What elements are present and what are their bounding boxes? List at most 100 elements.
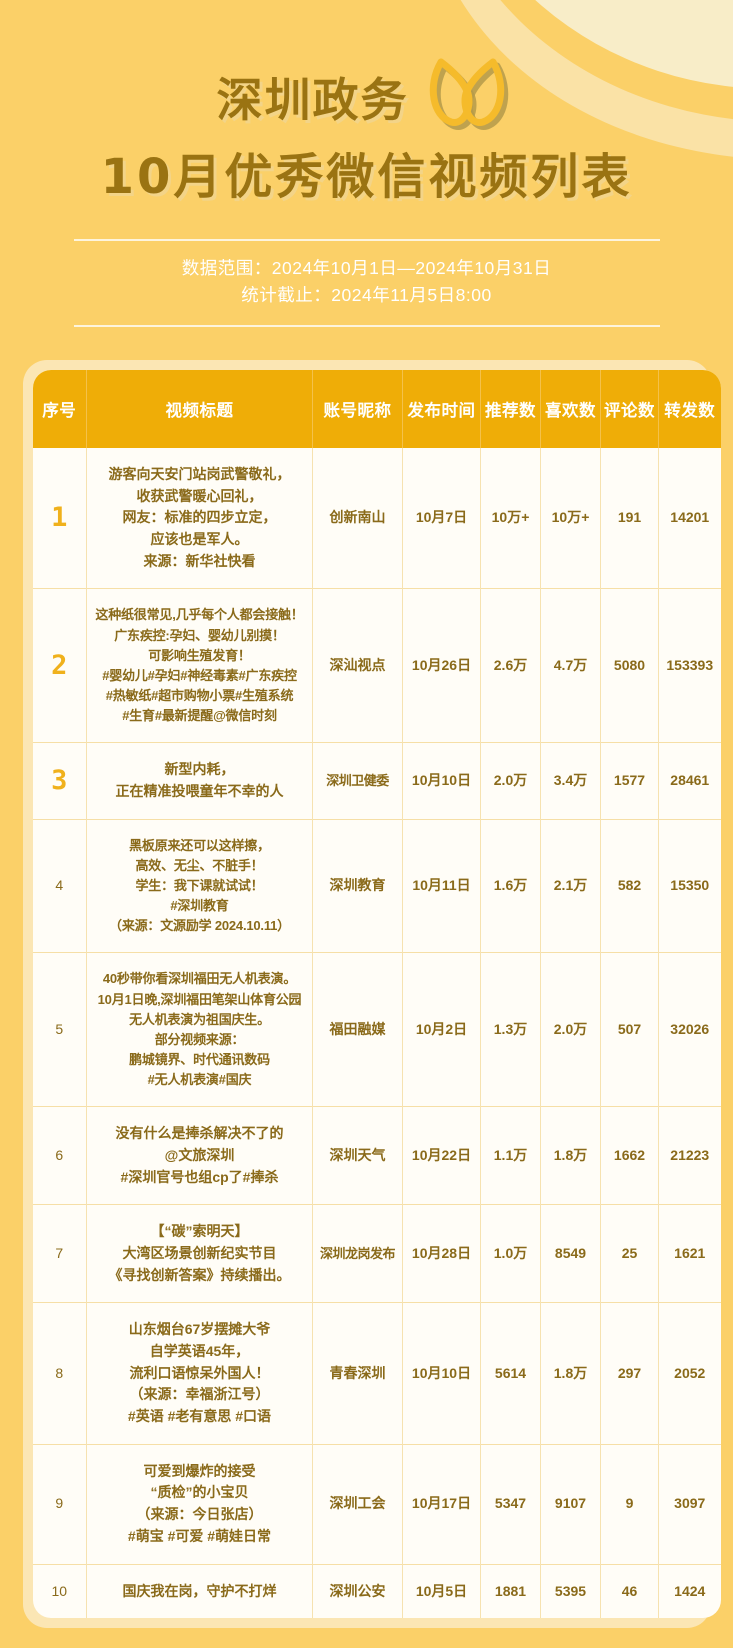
- cell-likes: 8549: [540, 1204, 601, 1303]
- cell-account: 福田融媒: [312, 952, 403, 1107]
- cell-shares: 32026: [658, 952, 721, 1107]
- cell-date: 10月11日: [402, 818, 481, 953]
- cell-recommends: 5614: [480, 1302, 541, 1445]
- table-row: 10 国庆我在岗，守护不打烊 深圳公安 10月5日 1881 5395 46 1424: [32, 1563, 721, 1619]
- cell-account: 深圳卫健委: [312, 742, 403, 820]
- table-row: 8 山东烟台67岁摆摊大爷 自学英语45年， 流利口语惊呆外国人！ （来源：幸福浙江号）…: [32, 1302, 721, 1445]
- cell-comments: 1662: [600, 1106, 659, 1205]
- cell-date: 10月26日: [402, 588, 481, 743]
- cell-comments: 191: [600, 448, 659, 589]
- cell-date: 10月7日: [402, 448, 481, 589]
- date-range-band: 数据范围：2024年10月1日—2024年10月31日 统计截止：2024年11…: [73, 238, 660, 327]
- cell-comments: 25: [600, 1204, 659, 1303]
- table-row: 9 可爱到爆炸的接受 “质检”的小宝贝 （来源：今日张店） #萌宝 #可爱 #萌娃日常深…: [32, 1443, 721, 1565]
- table-header: 序号 视频标题 账号昵称 发布时间 推荐数 喜欢数 评论数 转发数: [32, 370, 721, 448]
- table-row: 5 40秒带你看深圳福田无人机表演。 10月1日晚,深圳福田笔架山体育公园 无人机表演…: [32, 952, 721, 1107]
- cell-rank: 2: [32, 588, 87, 743]
- cell-shares: 2052: [658, 1302, 721, 1445]
- cell-comments: 46: [600, 1563, 659, 1619]
- cell-account: 深圳工会: [312, 1443, 403, 1565]
- column-header-publish-time: 发布时间: [402, 370, 481, 448]
- data-cutoff-text: 统计截止：2024年11月5日8:00: [241, 284, 492, 305]
- column-header-video-title: 视频标题: [86, 370, 313, 448]
- cell-account: 深圳龙岗发布: [312, 1204, 403, 1303]
- cell-rank: 6: [32, 1106, 87, 1205]
- cell-comments: 507: [600, 952, 659, 1107]
- title-line-1-row: 深圳政务: [0, 56, 733, 145]
- cell-recommends: 1.3万: [480, 952, 541, 1107]
- ranking-table-card: 序号 视频标题 账号昵称 发布时间 推荐数 喜欢数 评论数 转发数 1 游客向天安…: [22, 360, 721, 1629]
- cell-recommends: 1.1万: [480, 1106, 541, 1205]
- cell-title: 山东烟台67岁摆摊大爷 自学英语45年， 流利口语惊呆外国人！ （来源：幸福浙江号） #…: [86, 1302, 313, 1445]
- table-row: 6 没有什么是捧杀解决不了的 @文旅深圳 #深圳官号也组cp了#捧杀 深圳天气 10月22…: [32, 1106, 721, 1205]
- cell-date: 10月28日: [402, 1204, 481, 1303]
- cell-comments: 5080: [600, 588, 659, 743]
- cell-rank: 4: [32, 818, 87, 953]
- cell-date: 10月22日: [402, 1106, 481, 1205]
- cell-comments: 297: [600, 1302, 659, 1445]
- cell-likes: 1.8万: [540, 1302, 601, 1445]
- cell-likes: 2.1万: [540, 818, 601, 953]
- cell-account: 深汕视点: [312, 588, 403, 743]
- cell-account: 深圳公安: [312, 1563, 403, 1619]
- cell-title: 黑板原来还可以这样擦， 高效、无尘、不脏手！ 学生：我下课就试试！ #深圳教育 （来源：…: [86, 818, 313, 953]
- table-row: 3 新型内耗， 正在精准投喂童年不幸的人 深圳卫健委 10月10日 2.0万 3.4万 157…: [32, 742, 721, 820]
- cell-recommends: 10万+: [480, 448, 541, 589]
- column-header-rank: 序号: [32, 370, 87, 448]
- table-row: 1 游客向天安门站岗武警敬礼， 收获武警暖心回礼， 网友：标准的四步立定， 应该也是军人…: [32, 448, 721, 589]
- cell-shares: 1424: [658, 1563, 721, 1619]
- cell-recommends: 2.6万: [480, 588, 541, 743]
- cell-account: 深圳教育: [312, 818, 403, 953]
- column-header-recommends: 推荐数: [480, 370, 541, 448]
- cell-rank: 3: [32, 742, 87, 820]
- cell-recommends: 1881: [480, 1563, 541, 1619]
- cell-likes: 9107: [540, 1443, 601, 1565]
- cell-shares: 21223: [658, 1106, 721, 1205]
- table-row: 7 【“碳”索明天】 大湾区场景创新纪实节目 《寻找创新答案》持续播出。 深圳龙岗发布 1…: [32, 1204, 721, 1303]
- cell-recommends: 1.0万: [480, 1204, 541, 1303]
- cell-date: 10月2日: [402, 952, 481, 1107]
- cell-date: 10月10日: [402, 1302, 481, 1445]
- table-header-row: 序号 视频标题 账号昵称 发布时间 推荐数 喜欢数 评论数 转发数: [32, 370, 721, 448]
- column-header-comments: 评论数: [600, 370, 659, 448]
- column-header-likes: 喜欢数: [540, 370, 601, 448]
- ranking-table: 序号 视频标题 账号昵称 发布时间 推荐数 喜欢数 评论数 转发数 1 游客向天安…: [32, 370, 721, 1619]
- cell-title: 【“碳”索明天】 大湾区场景创新纪实节目 《寻找创新答案》持续播出。: [86, 1204, 313, 1303]
- table-row: 4 黑板原来还可以这样擦， 高效、无尘、不脏手！ 学生：我下课就试试！ #深圳教育 （来源…: [32, 818, 721, 953]
- page-title-secondary: 10月优秀微信视频列表: [100, 149, 633, 205]
- cell-rank: 9: [32, 1443, 87, 1565]
- column-header-shares: 转发数: [658, 370, 721, 448]
- cell-title: 可爱到爆炸的接受 “质检”的小宝贝 （来源：今日张店） #萌宝 #可爱 #萌娃日常: [86, 1443, 313, 1565]
- cell-title: 40秒带你看深圳福田无人机表演。 10月1日晚,深圳福田笔架山体育公园 无人机表演为…: [86, 952, 313, 1107]
- title-line-2-row: 10月优秀微信视频列表: [0, 145, 733, 205]
- cell-rank: 8: [32, 1302, 87, 1445]
- cell-title: 国庆我在岗，守护不打烊: [86, 1563, 313, 1619]
- cell-title: 新型内耗， 正在精准投喂童年不幸的人: [86, 742, 313, 820]
- column-header-account-name: 账号昵称: [312, 370, 403, 448]
- page-title-primary: 深圳政务: [216, 72, 409, 127]
- cell-account: 创新南山: [312, 448, 403, 589]
- cell-recommends: 5347: [480, 1443, 541, 1565]
- cell-recommends: 2.0万: [480, 742, 541, 820]
- poster-header: 深圳政务 10月优秀微信视频列表: [0, 0, 733, 205]
- cell-title: 没有什么是捧杀解决不了的 @文旅深圳 #深圳官号也组cp了#捧杀: [86, 1106, 313, 1205]
- cell-likes: 1.8万: [540, 1106, 601, 1205]
- cell-likes: 5395: [540, 1563, 601, 1619]
- cell-likes: 2.0万: [540, 952, 601, 1107]
- cell-title: 游客向天安门站岗武警敬礼， 收获武警暖心回礼， 网友：标准的四步立定， 应该也是军人。…: [86, 448, 313, 589]
- cell-shares: 28461: [658, 742, 721, 820]
- table-row: 2 这种纸很常见,几乎每个人都会接触！ 广东疾控:孕妇、婴幼儿别摸！ 可影响生殖发育！…: [32, 588, 721, 743]
- cell-shares: 14201: [670, 509, 710, 526]
- cell-rank: 1: [32, 448, 87, 589]
- cell-title: 这种纸很常见,几乎每个人都会接触！ 广东疾控:孕妇、婴幼儿别摸！ 可影响生殖发育！ #…: [86, 588, 313, 743]
- cell-date: 10月10日: [402, 742, 481, 820]
- cell-shares: 153393: [658, 588, 721, 743]
- cell-rank: 5: [32, 952, 87, 1107]
- cell-likes: 3.4万: [540, 742, 601, 820]
- cell-likes: 10万+: [540, 448, 601, 589]
- cell-shares: 3097: [658, 1443, 721, 1565]
- cell-rank: 10: [32, 1563, 87, 1619]
- cell-shares: 15350: [658, 818, 721, 953]
- cell-rank: 7: [32, 1204, 87, 1303]
